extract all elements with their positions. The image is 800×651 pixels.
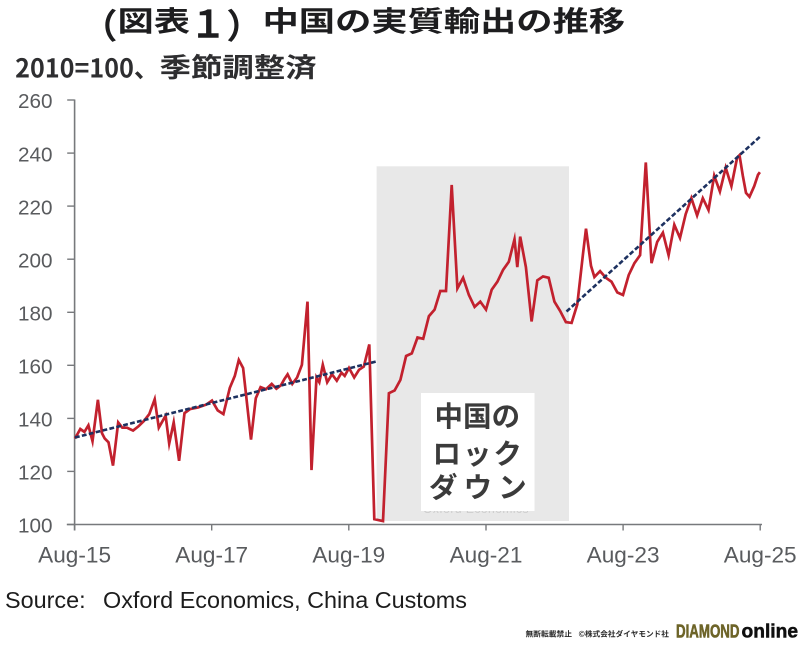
svg-text:DIAMOND: DIAMOND (676, 620, 740, 641)
svg-text:240: 240 (18, 143, 53, 166)
svg-text:online: online (742, 620, 799, 642)
svg-text:200: 200 (18, 249, 53, 272)
svg-text:Oxford Economics, China Custom: Oxford Economics, China Customs (103, 587, 467, 613)
svg-text:Source:: Source: (5, 587, 86, 613)
svg-text:140: 140 (18, 409, 53, 432)
svg-text:120: 120 (18, 462, 53, 485)
svg-text:Aug-25: Aug-25 (724, 543, 797, 568)
svg-text:160: 160 (18, 356, 53, 379)
svg-text:220: 220 (18, 196, 53, 219)
svg-text:Aug-23: Aug-23 (587, 543, 660, 568)
svg-text:180: 180 (18, 303, 53, 326)
svg-text:Aug-19: Aug-19 (312, 543, 385, 568)
svg-text:Aug-21: Aug-21 (450, 543, 523, 568)
svg-text:Aug-17: Aug-17 (175, 543, 248, 568)
svg-text:260: 260 (18, 90, 53, 113)
svg-text:100: 100 (18, 515, 53, 538)
svg-text:Aug-15: Aug-15 (38, 543, 111, 568)
